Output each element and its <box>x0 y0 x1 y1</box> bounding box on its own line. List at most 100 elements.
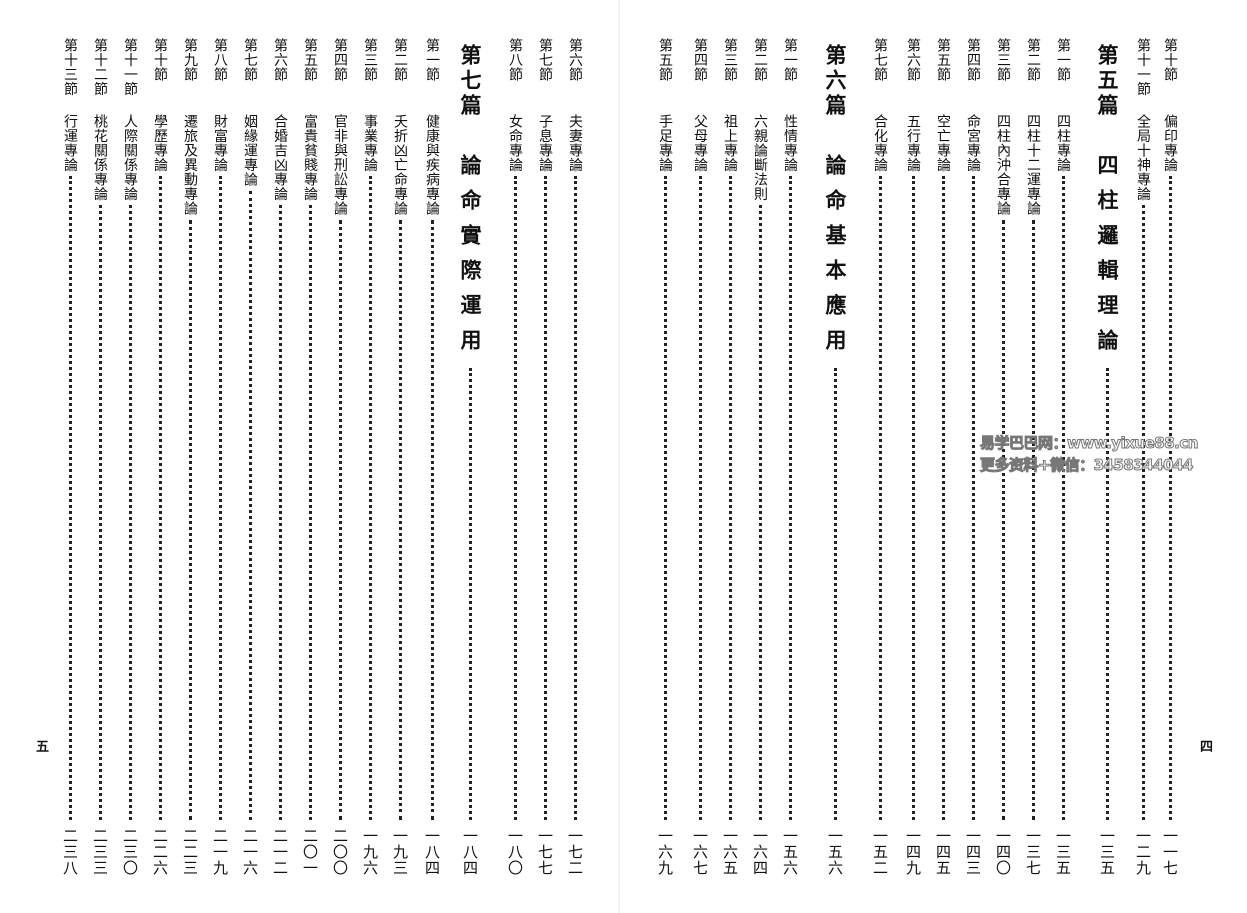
section-label: 第十二節 <box>92 38 108 96</box>
toc-section-entry: 第十一節 全局十神專論 一二九 <box>1132 38 1154 888</box>
dotted-leader <box>1168 176 1172 820</box>
section-label: 第四節 <box>692 38 708 82</box>
toc-page-number: 一六九 <box>656 828 674 876</box>
dotted-leader <box>158 176 162 820</box>
toc-section-entry: 第十二節 桃花關係專論 二三三 <box>89 38 111 888</box>
section-title: 父母專論 <box>692 114 708 172</box>
dotted-leader <box>911 176 915 820</box>
dotted-leader <box>971 176 975 820</box>
dotted-leader <box>698 176 702 820</box>
dotted-leader <box>218 176 222 820</box>
section-title: 行運專論 <box>62 114 78 172</box>
toc-page-number: 一三七 <box>1024 828 1042 876</box>
dotted-leader <box>128 205 132 820</box>
dotted-leader <box>308 205 312 820</box>
dotted-leader <box>788 176 792 820</box>
toc-page-number: 一四五 <box>934 828 952 876</box>
dotted-leader <box>338 219 342 820</box>
dotted-leader <box>1061 176 1065 820</box>
part-title: 論命基本應用 <box>823 154 847 364</box>
section-title: 偏印專論 <box>1162 114 1178 172</box>
dotted-leader <box>1001 219 1005 820</box>
toc-section-entry: 第十三節行運專論二三八 <box>59 38 81 888</box>
dotted-leader <box>513 176 517 820</box>
section-title: 健康與疾病專論 <box>424 114 440 216</box>
dotted-leader <box>1105 368 1109 820</box>
section-label: 第四節 <box>332 38 348 82</box>
toc-section-entry: 第二節 六親論斷法則 一六四 <box>749 38 771 888</box>
section-label: 第七節 <box>872 38 888 82</box>
section-title: 性情專論 <box>782 114 798 172</box>
dotted-leader <box>398 219 402 820</box>
part-label: 第六篇 <box>823 44 847 119</box>
toc-page-number: 一四九 <box>904 828 922 876</box>
dotted-leader <box>833 368 837 820</box>
section-title: 四柱十二運專論 <box>1025 114 1041 216</box>
section-label: 第十一節 <box>122 38 138 96</box>
toc-page-number: 一五六 <box>826 828 844 876</box>
toc-page-number: 二二三 <box>181 828 199 876</box>
section-label: 第八節 <box>212 38 228 82</box>
dotted-leader <box>278 205 282 820</box>
section-label: 第二節 <box>1025 38 1041 82</box>
dotted-leader <box>430 219 434 820</box>
section-label: 第六節 <box>272 38 288 82</box>
section-label: 第六節 <box>905 38 921 82</box>
section-label: 第三節 <box>362 38 378 82</box>
page-number-right: 四 <box>1200 740 1214 755</box>
toc-section-entry: 第三節 四柱內沖合專論 一四〇 <box>992 38 1014 888</box>
section-label: 第一節 <box>1055 38 1071 82</box>
section-title: 遷旅及異動專論 <box>182 114 198 216</box>
book-gutter <box>618 0 620 913</box>
section-title: 桃花關係專論 <box>92 114 108 201</box>
toc-section-entry: 第六節五行專論一四九 <box>902 38 924 888</box>
toc-page-number: 一九三 <box>391 828 409 876</box>
toc-page-number: 一一七 <box>1161 828 1179 876</box>
part-title: 四柱邏輯理論 <box>1095 154 1119 364</box>
toc-page-number: 二三八 <box>61 828 79 876</box>
section-title: 財富專論 <box>212 114 228 172</box>
dotted-leader <box>188 219 192 820</box>
toc-page-number: 二一九 <box>211 828 229 876</box>
section-label: 第二節 <box>392 38 408 82</box>
toc-section-entry: 第五節富貴貧賤專論二〇一 <box>299 38 321 888</box>
section-title: 官非與刑訟專論 <box>332 114 348 216</box>
toc-section-entry: 第六節 合婚吉凶專論 二一二 <box>269 38 291 888</box>
part-label: 第七篇 <box>458 44 482 119</box>
section-title: 全局十神專論 <box>1135 114 1151 201</box>
section-label: 第十三節 <box>62 38 78 96</box>
section-label: 第四節 <box>965 38 981 82</box>
toc-part-entry: 第六篇論命基本應用一五六 <box>823 38 847 888</box>
toc-page-number: 一四〇 <box>994 828 1012 876</box>
section-title: 富貴貧賤專論 <box>302 114 318 201</box>
section-label: 第九節 <box>182 38 198 82</box>
section-title: 四柱專論 <box>1055 114 1071 172</box>
toc-page-number: 一五六 <box>781 828 799 876</box>
section-label: 第十節 <box>1162 38 1178 82</box>
toc-page-number: 一五二 <box>871 828 889 876</box>
toc-section-entry: 第十節 學歷專論 二二六 <box>149 38 171 888</box>
toc-section-entry: 第五節 空亡專論 一四五 <box>932 38 954 888</box>
toc-section-entry: 第十節偏印專論一一七 <box>1159 38 1181 888</box>
toc-section-entry: 第七節 合化專論 一五二 <box>869 38 891 888</box>
section-label: 第八節 <box>507 38 523 82</box>
toc-page-number: 二三〇 <box>121 828 139 876</box>
section-label: 第六節 <box>567 38 583 82</box>
toc-section-entry: 第九節遷旅及異動專論二二三 <box>179 38 201 888</box>
dotted-leader <box>1141 205 1145 820</box>
section-title: 五行專論 <box>905 114 921 172</box>
toc-page-number: 一六四 <box>751 828 769 876</box>
section-label: 第五節 <box>302 38 318 82</box>
dotted-leader <box>98 205 102 820</box>
toc-page-number: 一八四 <box>423 828 441 876</box>
toc-page-number: 二〇一 <box>301 828 319 876</box>
toc-page-number: 一八〇 <box>506 828 524 876</box>
section-label: 第一節 <box>424 38 440 82</box>
section-label: 第七節 <box>537 38 553 82</box>
toc-section-entry: 第七節 子息專論 一七七 <box>534 38 556 888</box>
section-title: 夫妻專論 <box>567 114 583 172</box>
section-label: 第十節 <box>152 38 168 82</box>
part-title: 論命實際運用 <box>458 154 482 364</box>
toc-section-entry: 第十一節 人際關係專論 二三〇 <box>119 38 141 888</box>
dotted-leader <box>368 176 372 820</box>
